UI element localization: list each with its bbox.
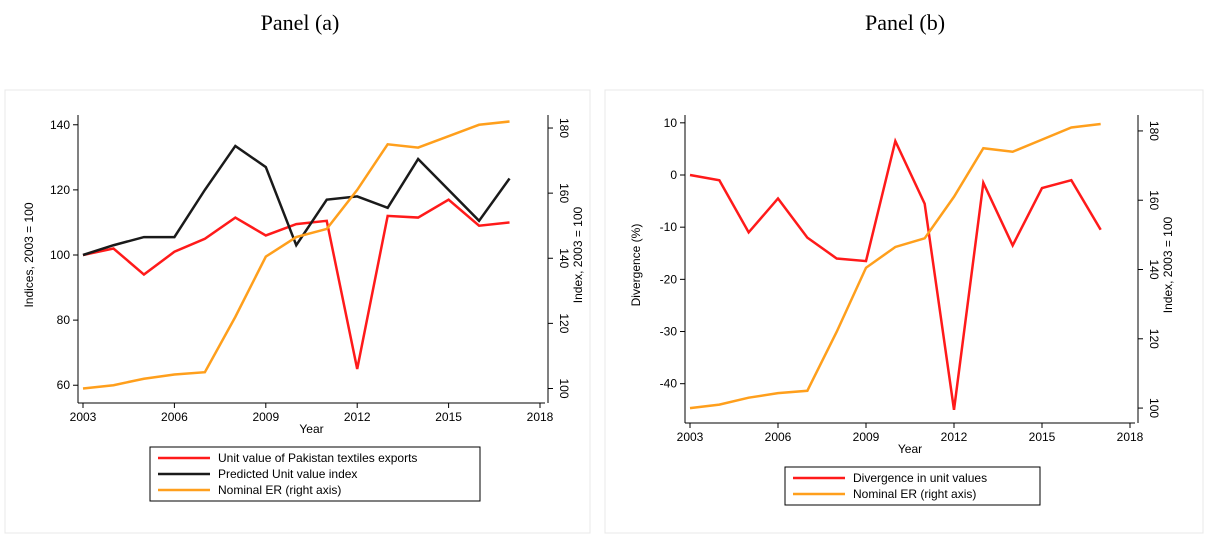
y-tick-label: -40 xyxy=(660,377,678,391)
x-tick-label: 2006 xyxy=(765,430,792,444)
panel-frame xyxy=(604,89,1204,534)
panel-title: Panel (a) xyxy=(261,10,340,35)
series-line xyxy=(689,122,1101,410)
series-line xyxy=(82,198,510,370)
x-tick-label: 2015 xyxy=(1029,430,1056,444)
y2-tick-label: 100 xyxy=(557,378,571,398)
x-tick-label: 2015 xyxy=(435,410,462,424)
x-tick-label: 2003 xyxy=(70,410,97,424)
y2-tick-label: 100 xyxy=(1147,398,1161,418)
legend-box xyxy=(784,466,1041,506)
series-line xyxy=(689,137,1102,410)
x-tick-label: 2006 xyxy=(161,410,188,424)
series-line xyxy=(82,144,511,257)
x-axis-title: Year xyxy=(299,422,323,436)
y2-tick-label: 160 xyxy=(557,183,571,203)
y-tick-label: 140 xyxy=(50,118,70,132)
y-tick-label: 60 xyxy=(57,378,71,392)
y2-tick-label: 180 xyxy=(557,118,571,138)
legend-label: Predicted Unit value index xyxy=(218,467,357,481)
y-tick-label: -10 xyxy=(660,220,678,234)
legend-label: Nominal ER (right axis) xyxy=(218,483,341,497)
x-tick-label: 2009 xyxy=(853,430,880,444)
x-tick-label: 2009 xyxy=(252,410,279,424)
y-tick-label: 120 xyxy=(50,183,70,197)
y-tick-label: -30 xyxy=(660,325,678,339)
y2-tick-label: 160 xyxy=(1147,190,1161,210)
x-tick-label: 2012 xyxy=(344,410,371,424)
y2-axis-title: Index, 2003 = 100 xyxy=(571,206,585,303)
y2-tick-label: 140 xyxy=(1147,259,1161,279)
y-tick-label: 0 xyxy=(670,168,677,182)
legend-label: Divergence in unit values xyxy=(853,471,987,485)
x-tick-label: 2018 xyxy=(527,410,554,424)
x-tick-label: 2003 xyxy=(677,430,704,444)
y-axis-title: Indices, 2003 = 100 xyxy=(22,202,36,307)
x-axis-title: Year xyxy=(898,442,922,456)
panel-title: Panel (b) xyxy=(865,10,945,35)
y2-tick-label: 120 xyxy=(1147,329,1161,349)
y2-tick-label: 180 xyxy=(1147,121,1161,141)
y-tick-label: 80 xyxy=(57,313,71,327)
y-tick-label: 10 xyxy=(664,116,678,130)
y2-tick-label: 140 xyxy=(557,248,571,268)
y2-tick-label: 120 xyxy=(557,313,571,333)
x-tick-label: 2018 xyxy=(1117,430,1144,444)
legend-label: Nominal ER (right axis) xyxy=(853,487,976,501)
y-tick-label: -20 xyxy=(660,272,678,286)
y-tick-label: 100 xyxy=(50,248,70,262)
y2-axis-title: Index, 2003 = 100 xyxy=(1161,216,1175,313)
series-line xyxy=(82,120,510,390)
y-axis-title: Divergence (%) xyxy=(629,224,643,307)
x-tick-label: 2012 xyxy=(941,430,968,444)
legend-label: Unit value of Pakistan textiles exports xyxy=(218,451,417,465)
